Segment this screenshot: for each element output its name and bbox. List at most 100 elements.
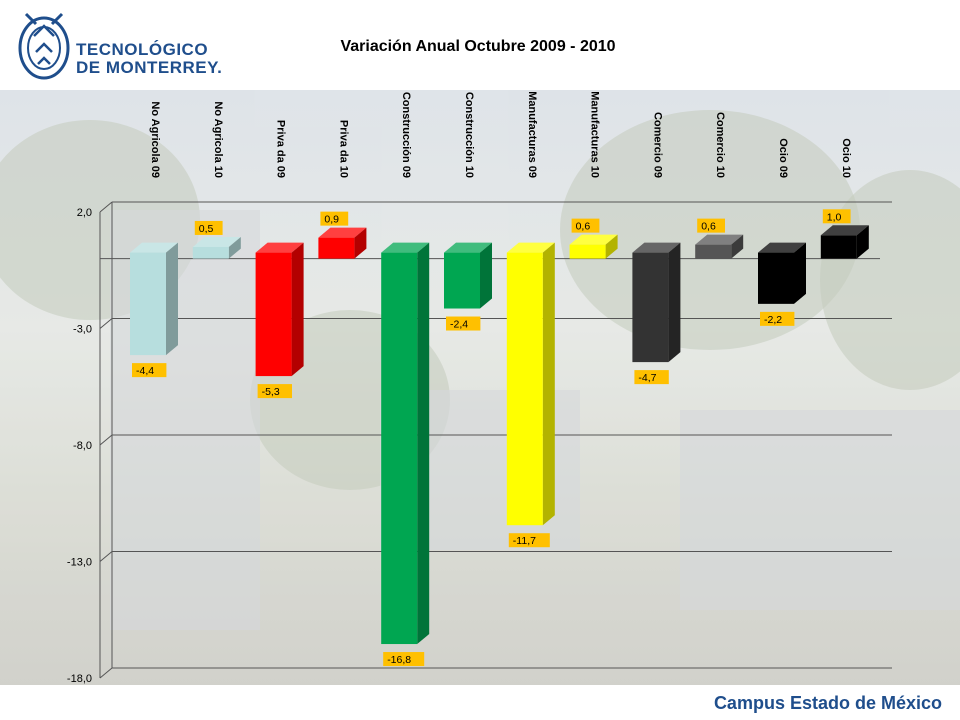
y-tick-label: -8,0	[73, 440, 92, 452]
data-label: -4,7	[634, 370, 669, 385]
data-label-box	[822, 209, 851, 224]
campus-background-photo	[0, 90, 960, 685]
data-label-box	[634, 370, 669, 385]
data-label-box	[760, 311, 795, 326]
bar-top	[632, 242, 681, 253]
data-label: 1,0	[822, 209, 851, 224]
category-label: Manufacturas 10	[589, 91, 601, 178]
data-label-box	[446, 316, 481, 331]
data-label-text: -2,2	[764, 314, 782, 326]
category-label: Ocio 09	[777, 138, 789, 178]
bar-side	[228, 236, 241, 259]
bar-top	[255, 242, 304, 253]
data-label-text: 1,0	[827, 211, 842, 223]
data-label-text: -16,8	[387, 654, 411, 666]
category-label: Manufacturas 09	[526, 91, 538, 178]
bar-side	[542, 242, 555, 526]
data-label-box	[383, 652, 425, 667]
gridline-diagonal	[99, 434, 113, 446]
bar	[695, 234, 744, 259]
gridline-diagonal	[99, 318, 113, 329]
data-label-text: 0,9	[324, 214, 339, 226]
data-label: -2,2	[760, 311, 795, 326]
bar	[318, 227, 367, 259]
data-label: 0,5	[194, 220, 223, 235]
y-tick-label: -3,0	[73, 324, 92, 336]
bar-top	[695, 234, 744, 245]
data-label: 0,9	[320, 211, 349, 226]
data-label-box	[194, 220, 223, 235]
data-label-text: -11,7	[513, 535, 536, 547]
bar	[381, 242, 430, 645]
logo-line-2: DE MONTERREY.	[76, 58, 223, 77]
category-label: Comercio 09	[651, 112, 663, 178]
category-label: No Agricola 10	[212, 101, 224, 178]
bar-side	[480, 242, 492, 309]
bar-top	[506, 242, 555, 253]
bar-front	[632, 252, 669, 363]
bar-side	[731, 234, 744, 259]
campus-name: Campus Estado de México	[713, 693, 942, 713]
gridline-diagonal	[99, 551, 113, 562]
bar	[758, 242, 806, 304]
data-label-text: -4,4	[136, 365, 154, 377]
data-label-text: 0,6	[576, 221, 591, 233]
data-label: -5,3	[257, 384, 292, 399]
bar-side	[794, 242, 806, 304]
bar	[506, 242, 555, 526]
data-label-text: 0,6	[701, 221, 716, 233]
bar	[192, 236, 241, 259]
bar	[255, 242, 304, 377]
y-tick-label: 2,0	[77, 207, 92, 219]
bar-front	[820, 235, 857, 259]
logo-line-1: TECNOLÓGICO	[76, 40, 209, 59]
bar-front	[381, 252, 418, 645]
data-label: -2,4	[446, 316, 481, 331]
category-label: Priva da 10	[337, 120, 349, 178]
bar-top	[192, 236, 241, 247]
data-label: 0,6	[571, 218, 600, 233]
bar-side	[856, 225, 869, 259]
data-label-box	[697, 218, 725, 233]
y-tick-label: -18,0	[67, 673, 92, 685]
bar-front	[130, 252, 166, 356]
data-label-text: 0,5	[199, 223, 214, 235]
gridline-diagonal	[99, 201, 113, 213]
category-label: No Agricola 09	[149, 101, 161, 178]
bar-top	[569, 234, 618, 245]
bar-front	[192, 246, 229, 259]
bar	[130, 242, 178, 356]
bar-top	[318, 227, 367, 238]
bar-front	[255, 252, 292, 377]
data-label: -4,4	[132, 363, 167, 378]
slide-header: TECNOLÓGICO DE MONTERREY.	[0, 0, 960, 90]
bar-side	[668, 242, 681, 363]
bar-side	[166, 242, 178, 356]
y-tick-label: -13,0	[67, 557, 92, 569]
bar-side	[417, 242, 430, 645]
category-label: Comercio 10	[714, 112, 726, 178]
bar-side	[605, 234, 618, 259]
gridline-diagonal	[99, 667, 113, 679]
category-label: Construcción 10	[463, 92, 475, 178]
data-label: -16,8	[383, 652, 425, 667]
bar	[820, 225, 869, 259]
data-label-box	[320, 211, 349, 226]
bar-top	[758, 242, 806, 253]
category-label: Priva da 09	[275, 120, 287, 178]
tec-seal-icon	[16, 8, 72, 85]
data-label-box	[257, 384, 292, 399]
bar-front	[506, 252, 543, 526]
bar-top	[381, 242, 430, 253]
bar-front	[695, 244, 732, 259]
slide-footer: Campus Estado de México	[0, 685, 960, 720]
chart-title: Variación Anual Octubre 2009 - 2010	[340, 38, 616, 55]
data-label: 0,6	[697, 218, 725, 233]
bar-front	[758, 252, 794, 304]
category-label: Construcción 09	[400, 92, 412, 178]
bar-front	[444, 252, 480, 309]
bar-side	[354, 227, 367, 259]
bar-top	[130, 242, 178, 253]
bar-front	[569, 244, 606, 259]
